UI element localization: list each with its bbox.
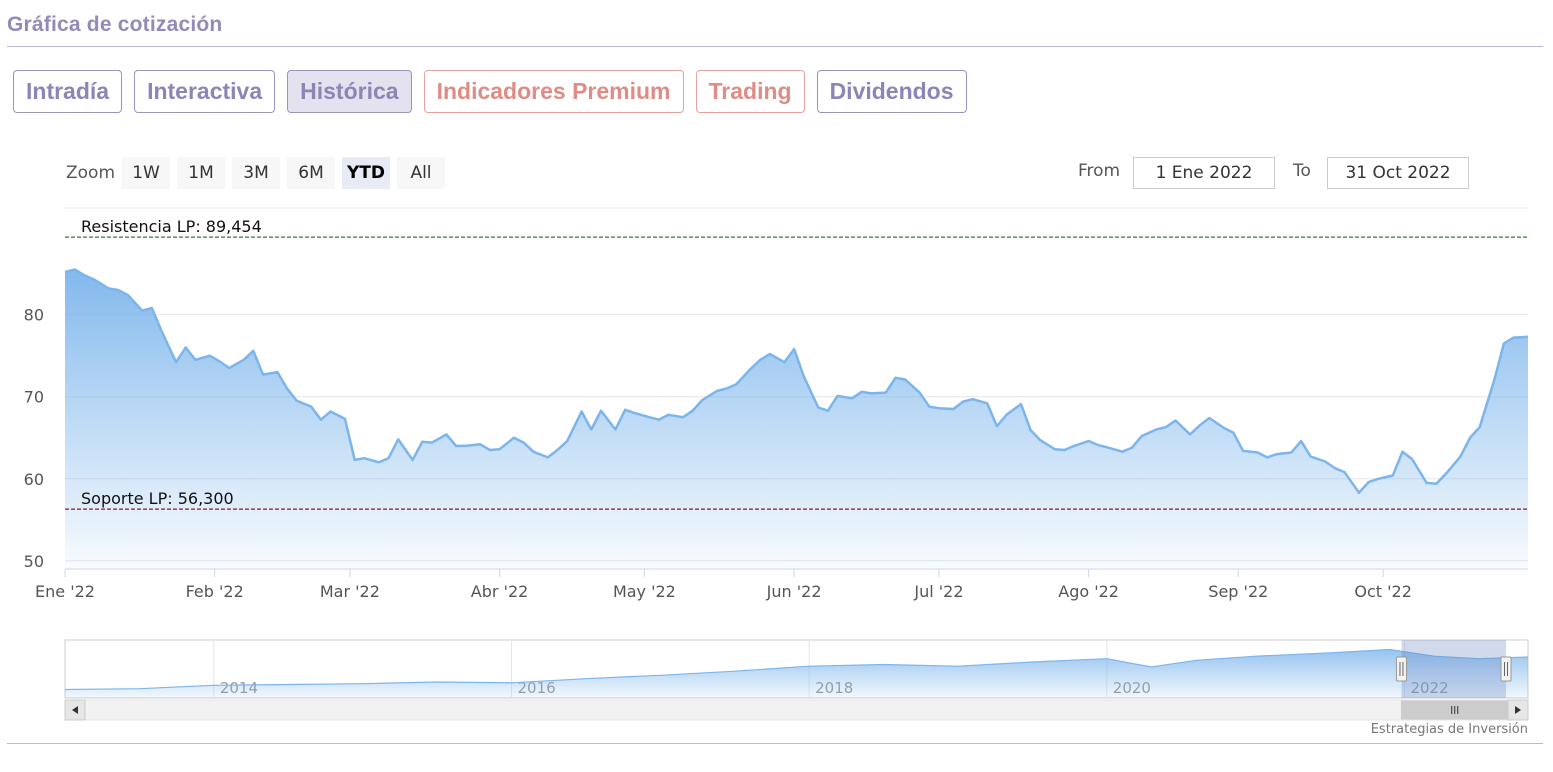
x-tick-label-9: Oct '22 <box>1354 582 1412 601</box>
tab-trading[interactable]: Trading <box>695 70 805 113</box>
price-line <box>64 268 1529 494</box>
scrollbar-track <box>64 699 1529 721</box>
from-date-input[interactable]: 1 Ene 2022 <box>1133 157 1275 189</box>
chart-tabs: Intradía Interactiva Histórica Indicador… <box>13 70 967 113</box>
tab-historica[interactable]: Histórica <box>287 70 412 113</box>
footer-divider <box>7 743 1543 744</box>
arrow-left-icon <box>72 706 78 714</box>
from-label: From <box>1078 161 1121 181</box>
price-area <box>64 268 1529 569</box>
y-tick-label-70: 70 <box>24 388 44 407</box>
tab-indicadores-premium[interactable]: Indicadores Premium <box>423 70 684 113</box>
navigator-selection <box>1401 640 1506 698</box>
zoom-label: Zoom <box>66 163 116 183</box>
scrollbar[interactable] <box>64 699 1529 721</box>
x-tick-label-1: Feb '22 <box>186 582 244 601</box>
y-tick-label-80: 80 <box>24 306 44 325</box>
to-label: To <box>1293 161 1311 181</box>
zoom-ytd-button[interactable]: YTD <box>342 157 390 189</box>
zoom-1w-button[interactable]: 1W <box>122 157 170 189</box>
zoom-3m-button[interactable]: 3M <box>232 157 280 189</box>
arrow-right-icon <box>1515 706 1521 714</box>
y-axis-labels: 50 60 70 80 <box>24 306 44 571</box>
zoom-buttons: 1W 1M 3M 6M YTD All <box>122 157 445 189</box>
zoom-1m-button[interactable]: 1M <box>177 157 225 189</box>
navigator-area <box>65 649 1528 698</box>
to-date-input[interactable]: 31 Oct 2022 <box>1327 157 1469 189</box>
navigator-line <box>64 648 1529 691</box>
resistance-label: Resistencia LP: 89,454 <box>81 217 262 236</box>
title-divider <box>7 46 1543 47</box>
x-tick-label-0: Ene '22 <box>35 582 95 601</box>
tab-dividendos[interactable]: Dividendos <box>816 70 967 113</box>
x-tick-label-2: Mar '22 <box>320 582 380 601</box>
price-area-fill <box>65 269 1528 569</box>
navigator-handle-right[interactable] <box>1500 656 1512 682</box>
tab-interactiva[interactable]: Interactiva <box>134 70 276 113</box>
y-tick-label-50: 50 <box>24 552 44 571</box>
x-tick-label-3: Abr '22 <box>471 582 529 601</box>
x-tick-label-5: Jun '22 <box>766 582 822 601</box>
credits-text: Estrategias de Inversión <box>1370 722 1528 737</box>
zoom-6m-button[interactable]: 6M <box>287 157 335 189</box>
reference-lines: Resistencia LP: 89,454 Soporte LP: 56,300 <box>65 217 1528 510</box>
navigator-handle-left[interactable] <box>1395 656 1407 682</box>
x-tick-label-8: Sep '22 <box>1208 582 1268 601</box>
x-tick-label-7: Ago '22 <box>1058 582 1119 601</box>
x-tick-label-6: Jul '22 <box>913 582 963 601</box>
x-axis: Ene '22 Feb '22 Mar '22 Abr '22 May '22 Jun '… <box>35 568 1528 601</box>
navigator[interactable]: 20142016201820202022 <box>64 639 1529 699</box>
y-tick-label-60: 60 <box>24 470 44 489</box>
x-tick-label-4: May '22 <box>613 582 676 601</box>
support-label: Soporte LP: 56,300 <box>81 489 234 508</box>
page-title: Gráfica de cotización <box>7 13 223 36</box>
tab-intradia[interactable]: Intradía <box>13 70 123 113</box>
zoom-all-button[interactable]: All <box>397 157 445 189</box>
